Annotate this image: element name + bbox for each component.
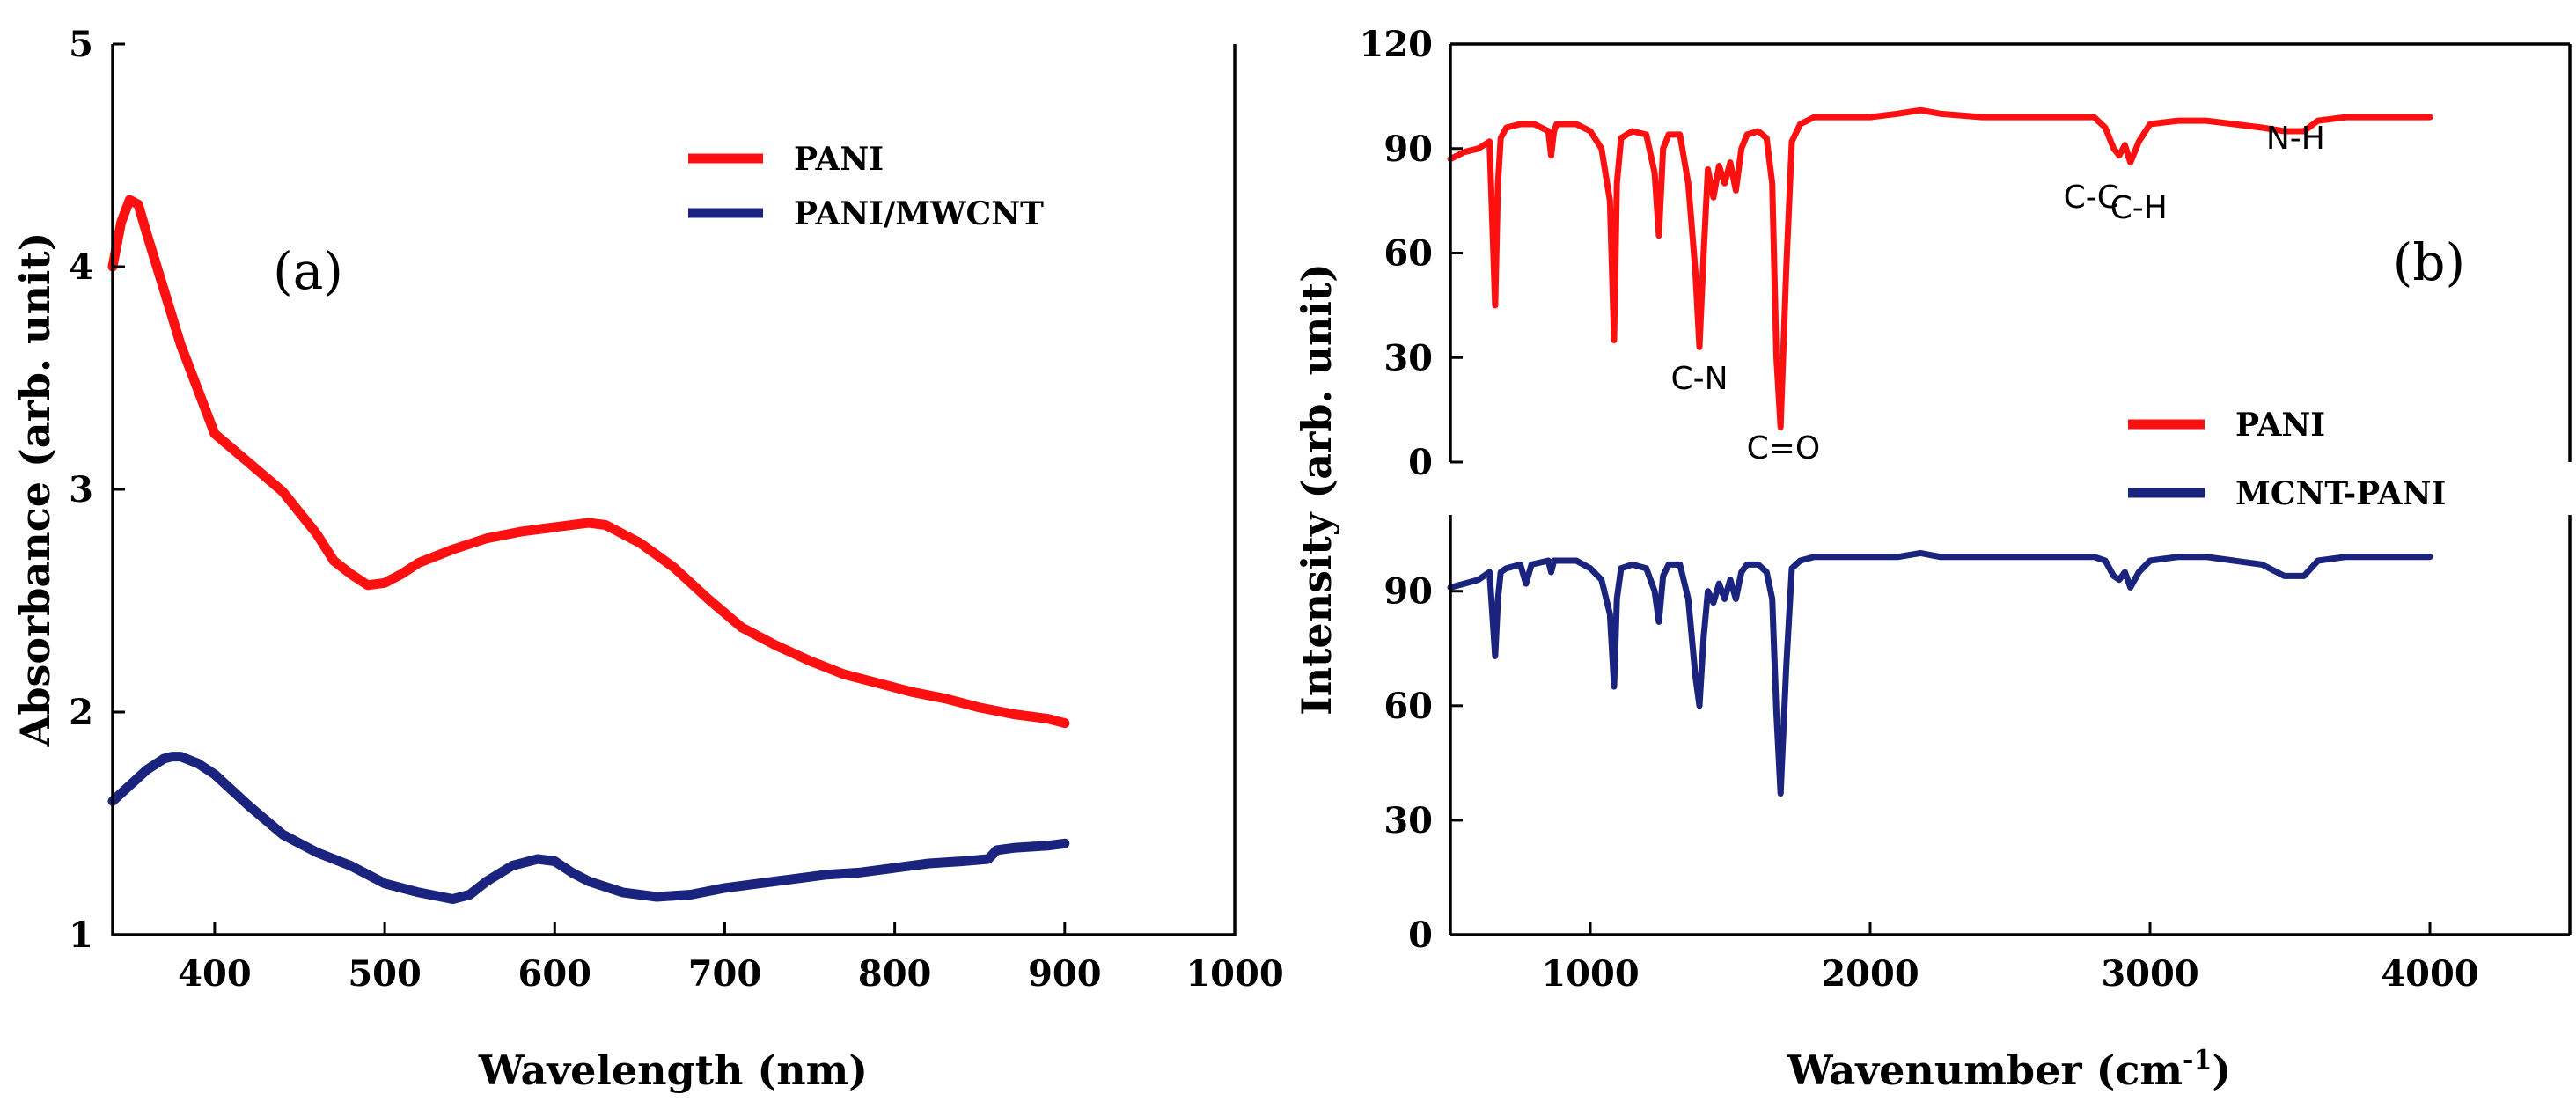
annotation-c-c: C-C xyxy=(2064,180,2119,216)
panel-a-x-ticks: 400 500 600 700 800 900 1000 xyxy=(178,922,1284,995)
annotation-c-n: C-N xyxy=(1670,361,1728,397)
panel-b-y-axis-title: Intensity (arb. unit) xyxy=(1293,263,1340,716)
y-tick-label-2: 2 xyxy=(69,692,93,733)
annotation-c-o: C=O xyxy=(1747,430,1821,466)
y-tick-label-3: 3 xyxy=(69,469,93,510)
b-x-tick-label-4000: 4000 xyxy=(2381,953,2478,995)
b-x-tick-label-1000: 1000 xyxy=(1541,953,1639,995)
panel-a-y-ticks: 1 2 3 4 5 xyxy=(69,24,125,956)
panel-a-series xyxy=(107,195,1070,904)
legend-label-pani-mwcnt: PANI/MWCNT xyxy=(794,195,1044,232)
y-tick-label-5: 5 xyxy=(69,24,93,65)
legend-label-pani: PANI xyxy=(794,141,884,178)
x-tick-label-600: 600 xyxy=(518,953,592,995)
panel-a-legend: PANI PANI/MWCNT xyxy=(688,141,1044,232)
panel-b-y-ticks-top: 0 30 60 90 120 xyxy=(1360,24,1463,483)
b-x-tick-label-3000: 3000 xyxy=(2101,953,2198,995)
series-line-pani-mwcnt xyxy=(107,752,1070,904)
panel-b-x-axis-title-suffix: ) xyxy=(2212,1047,2231,1094)
panel-a: 400 500 600 700 800 900 1000 1 2 3 4 5 Wavelength … xyxy=(11,24,1284,1094)
panel-b-y-ticks-bottom: 0 30 60 90 xyxy=(1383,571,1463,956)
legend-label-pani-b: PANI xyxy=(2235,407,2325,444)
panel-b-label: (b) xyxy=(2393,232,2465,292)
b-y-tick-label-bottom-30: 30 xyxy=(1383,800,1433,841)
panel-b-x-axis-title-main: Wavenumber (cm xyxy=(1787,1047,2183,1094)
x-tick-label-500: 500 xyxy=(348,953,422,995)
panel-b-x-axis-title: Wavenumber (cm-1) xyxy=(1787,1045,2231,1094)
legend-label-mcnt-pani: MCNT-PANI xyxy=(2235,475,2446,512)
panel-b-annotations: C-N C=O C-CC-H N-H xyxy=(1670,121,2324,466)
x-tick-label-1000: 1000 xyxy=(1185,953,1283,995)
panel-a-label: (a) xyxy=(273,241,343,301)
b-y-tick-label-bottom-90: 90 xyxy=(1383,571,1433,613)
x-tick-label-700: 700 xyxy=(688,953,762,995)
series-line-pani xyxy=(107,195,1070,729)
y-tick-label-4: 4 xyxy=(69,246,93,288)
x-tick-label-400: 400 xyxy=(178,953,252,995)
x-tick-label-900: 900 xyxy=(1028,953,1102,995)
b-y-tick-label-top-60: 60 xyxy=(1383,233,1433,275)
panel-a-x-axis-title: Wavelength (nm) xyxy=(478,1047,868,1094)
annotation-n-h: N-H xyxy=(2266,121,2325,157)
b-y-tick-label-bottom-60: 60 xyxy=(1383,686,1433,727)
panel-b-x-ticks: 1000 2000 3000 4000 xyxy=(1541,922,2479,995)
series-line-mcnt-pani xyxy=(1447,549,2433,797)
annotation-c-h: C-H xyxy=(2110,190,2168,226)
b-y-tick-label-top-120: 120 xyxy=(1360,24,1434,65)
panel-a-y-axis-title: Absorbance (arb. unit) xyxy=(11,232,59,748)
b-x-tick-label-2000: 2000 xyxy=(1821,953,1919,995)
y-tick-label-1: 1 xyxy=(69,914,93,956)
b-y-tick-label-top-90: 90 xyxy=(1383,129,1433,170)
b-y-tick-label-top-30: 30 xyxy=(1383,337,1433,378)
series-line-pani xyxy=(1447,106,2433,430)
x-tick-label-800: 800 xyxy=(858,953,932,995)
panel-b-series-bottom xyxy=(1447,549,2433,797)
b-y-tick-label-bottom-0: 0 xyxy=(1408,914,1433,956)
panel-b-legend: PANI MCNT-PANI xyxy=(2128,407,2446,512)
b-y-tick-label-top-0: 0 xyxy=(1408,442,1433,483)
panel-b-x-axis-title-superscript: -1 xyxy=(2183,1045,2212,1076)
panel-b-series-top xyxy=(1447,106,2433,430)
